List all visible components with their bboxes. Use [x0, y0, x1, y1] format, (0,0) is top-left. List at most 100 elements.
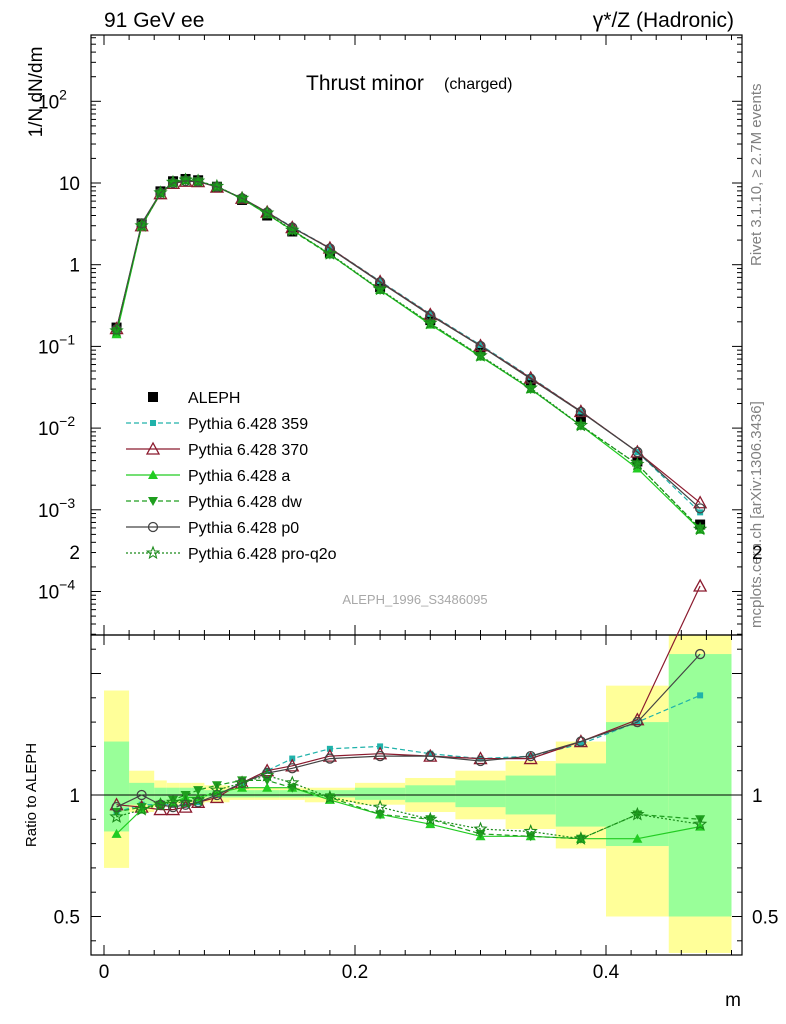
legend-marker-pythia-6-428-a	[148, 470, 158, 479]
ratio-point-pythia-6-428-p0	[694, 648, 706, 660]
legend-label-pythia-6-428-359: Pythia 6.428 359	[188, 416, 308, 433]
ratio-point-pythia-6-428-370	[209, 790, 225, 804]
chart-title: Thrust minor	[306, 72, 424, 95]
ratio-y-axis-label: Ratio to ALEPH	[23, 743, 40, 847]
data-point-pythia-6-428-pro-q2o	[134, 218, 149, 232]
ratio-point-pythia-6-428-370	[523, 751, 538, 765]
ratio-point-pythia-6-428-pro-q2o	[190, 792, 206, 806]
ratio-point-pythia-6-428-p0	[525, 750, 536, 762]
ratio-y-tick-label-right: 2	[752, 543, 763, 564]
ratio-point-pythia-6-428-dw	[695, 815, 706, 825]
ratio-point-pythia-6-428-dw	[475, 829, 486, 839]
data-point-pythia-6-428-p0	[167, 177, 179, 189]
ratio-point-pythia-6-428-p0	[324, 753, 336, 764]
ratio-point-pythia-6-428-p0	[155, 799, 166, 810]
data-point-pythia-6-428-pro-q2o	[285, 222, 300, 237]
x-tick-label: 0.2	[342, 962, 368, 983]
legend-label-aleph: ALEPH	[188, 390, 240, 407]
data-point-pythia-6-428-p0	[374, 277, 386, 288]
legend-marker-pythia-6-428-dw	[148, 497, 158, 506]
main-y-axis-ticks: 10−4 10−3 10−2 10−1 1 10 102	[38, 37, 742, 635]
band-green-16	[606, 722, 669, 847]
band-green-0	[104, 741, 130, 832]
ratio-point-pythia-6-428-pro-q2o	[234, 775, 250, 789]
ratio-point-pythia-6-428-359	[577, 740, 584, 747]
ratio-point-pythia-6-428-pro-q2o	[285, 775, 300, 789]
ratio-point-pythia-6-428-pro-q2o	[423, 811, 438, 826]
ratio-point-pythia-6-428-pro-q2o	[322, 789, 338, 804]
band-green-11	[355, 787, 406, 800]
ratio-point-pythia-6-428-dw	[211, 781, 222, 791]
ratio-point-pythia-6-428-p0	[632, 716, 643, 728]
band-green-1	[129, 782, 155, 805]
data-point-pythia-6-428-pro-q2o	[234, 190, 250, 205]
ratio-series-group	[109, 578, 708, 845]
data-point-pythia-6-428-pro-q2o	[473, 348, 488, 362]
ratio-point-pythia-6-428-pro-q2o	[473, 821, 488, 836]
main-y-axis-label: 1/N dN/dm	[26, 47, 47, 138]
main-y-tick-label: 10−1	[38, 331, 75, 358]
ratio-line-pythia-6-428-370	[116, 585, 701, 811]
ratio-point-pythia-6-428-a	[193, 792, 204, 802]
legend-label-pythia-6-428-a: Pythia 6.428 a	[188, 468, 290, 485]
ratio-point-pythia-6-428-pro-q2o	[209, 782, 225, 797]
ratio-point-pythia-6-428-p0	[180, 799, 191, 810]
band-green-7	[229, 790, 255, 798]
data-point-pythia-6-428-pro-q2o	[322, 246, 338, 260]
ratio-point-pythia-6-428-370	[693, 578, 708, 592]
ratio-point-pythia-6-428-dw	[111, 808, 122, 818]
data-point-pythia-6-428-pro-q2o	[523, 380, 538, 394]
data-point-pythia-6-428-p0	[155, 187, 166, 198]
x-axis-label: m	[725, 990, 741, 1011]
ratio-point-pythia-6-428-pro-q2o	[178, 794, 193, 809]
ratio-point-pythia-6-428-359	[427, 750, 434, 757]
ratio-point-pythia-6-428-pro-q2o	[630, 806, 645, 821]
ratio-y-tick-label-right: 1	[752, 786, 763, 807]
ratio-point-pythia-6-428-dw	[193, 786, 204, 796]
main-plot-frame	[90, 34, 743, 636]
ratio-point-pythia-6-428-pro-q2o	[692, 816, 708, 831]
legend-marker-pythia-6-428-p0	[147, 521, 159, 533]
data-point-pythia-6-428-pro-q2o	[165, 174, 181, 189]
main-y-tick-label: 10−2	[38, 413, 75, 440]
ratio-point-pythia-6-428-dw	[262, 776, 273, 786]
data-point-pythia-6-428-pro-q2o	[692, 521, 708, 536]
data-point-pythia-6-428-p0	[180, 175, 191, 187]
data-point-pythia-6-428-359	[527, 374, 534, 381]
legend-marker-aleph	[148, 392, 158, 402]
analysis-label: ALEPH_1996_S3486095	[342, 592, 487, 607]
main-y-tick-label: 10−3	[38, 495, 75, 522]
ratio-point-pythia-6-428-p0	[287, 763, 298, 774]
ratio-point-pythia-6-428-dw	[375, 810, 386, 820]
data-point-pythia-6-428-pro-q2o	[372, 281, 388, 296]
ratio-point-pythia-6-428-370	[165, 802, 181, 816]
ratio-point-pythia-6-428-p0	[136, 789, 147, 801]
ratio-axis-ticks: 0 0.2 0.4 0.5 0.5 1 1 2 2	[54, 35, 778, 983]
data-point-pythia-6-428-pro-q2o	[423, 315, 438, 330]
legend-label-pythia-6-428-dw: Pythia 6.428 dw	[188, 494, 302, 511]
ratio-point-pythia-6-428-pro-q2o	[134, 802, 149, 816]
legend-label-pythia-6-428-pro-q2o: Pythia 6.428 pro-q2o	[188, 546, 337, 563]
ratio-point-pythia-6-428-dw	[287, 783, 298, 793]
data-point-pythia-6-428-pro-q2o	[153, 185, 168, 199]
ratio-point-pythia-6-428-dw	[168, 795, 179, 805]
ratio-point-pythia-6-428-p0	[167, 802, 179, 813]
data-point-pythia-6-428-pro-q2o	[190, 173, 206, 188]
ratio-y-tick-label: 0.5	[54, 908, 80, 929]
series-line-pythia-6-428-359	[115, 179, 701, 513]
ratio-point-pythia-6-428-p0	[575, 736, 587, 747]
data-point-pythia-6-428-pro-q2o	[573, 417, 589, 432]
ratio-y-tick-label-right: 0.5	[752, 908, 778, 929]
data-point-pythia-6-428-dw	[475, 352, 486, 362]
data-point-pythia-6-428-p0	[632, 446, 643, 458]
x-tick-label: 0	[99, 962, 110, 983]
data-point-pythia-6-428-p0	[694, 503, 706, 514]
ratio-point-pythia-6-428-pro-q2o	[165, 794, 181, 809]
ratio-y-tick-label: 2	[69, 543, 80, 564]
main-y-tick-label: 10	[59, 174, 80, 195]
header-left-label: 91 GeV ee	[104, 9, 205, 32]
ratio-point-pythia-6-428-pro-q2o	[523, 824, 538, 838]
legend-marker-pythia-6-428-359	[150, 420, 156, 426]
data-point-pythia-6-428-p0	[425, 310, 436, 321]
